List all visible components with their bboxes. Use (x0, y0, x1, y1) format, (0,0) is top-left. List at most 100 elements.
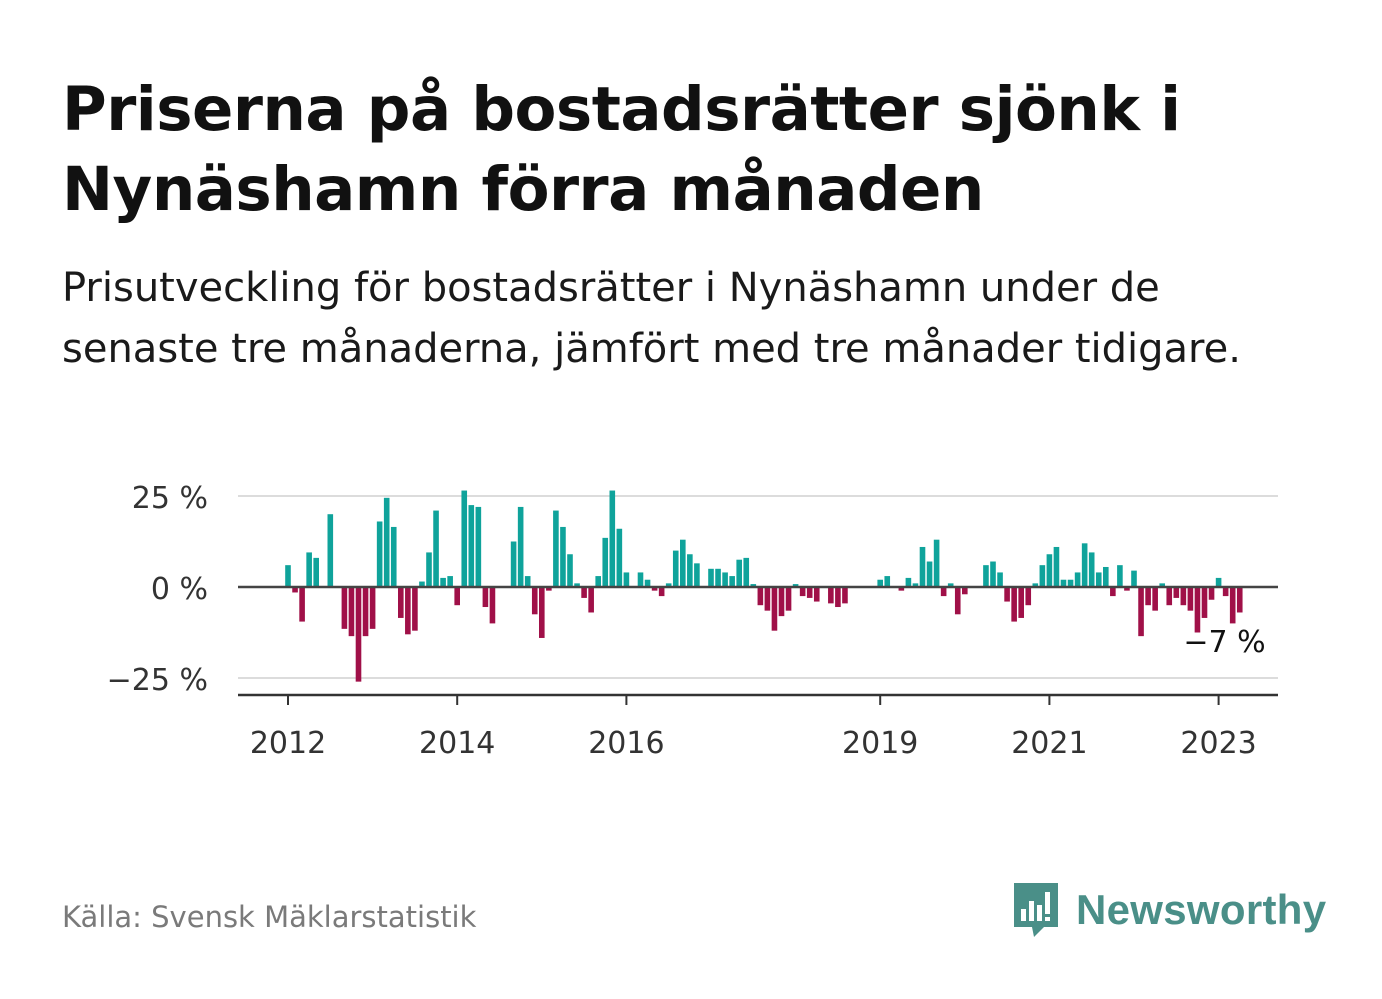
chart-subtitle: Prisutveckling för bostadsrätter i Nynäs… (62, 265, 1241, 372)
bar (595, 576, 601, 587)
bar (531, 587, 538, 615)
bar (947, 583, 954, 587)
bar (1032, 583, 1039, 587)
bar (412, 587, 418, 631)
bar (1222, 587, 1229, 597)
bar (341, 587, 348, 629)
bar (1004, 587, 1010, 602)
bar (581, 587, 587, 598)
bar (813, 587, 820, 602)
bar (1145, 587, 1151, 606)
bar (1173, 587, 1180, 598)
bar (517, 506, 524, 587)
bar (828, 587, 834, 604)
bar (348, 587, 355, 637)
bar (454, 587, 460, 606)
bar (1074, 572, 1081, 587)
bar (687, 554, 693, 587)
bar (990, 561, 996, 587)
bar (1103, 566, 1109, 587)
bar (1124, 587, 1130, 591)
bar (426, 552, 432, 587)
bar (602, 537, 609, 587)
bar (553, 510, 559, 587)
bar (750, 584, 757, 587)
source-note: Källa: Svensk Mäklarstatistik (62, 900, 477, 934)
bar (898, 587, 905, 591)
bar (1067, 579, 1074, 587)
bar (433, 510, 439, 587)
bar (771, 587, 778, 631)
bar (489, 587, 496, 624)
bar (369, 587, 376, 629)
bar (672, 550, 679, 587)
bar (729, 576, 735, 587)
bar (1039, 565, 1046, 587)
bar (792, 584, 799, 587)
bar (447, 576, 453, 587)
bar (376, 521, 383, 587)
bar (835, 587, 841, 608)
bar (884, 576, 891, 587)
bar (940, 587, 947, 597)
bar (1159, 583, 1165, 587)
bar (285, 565, 291, 587)
bar (1095, 572, 1102, 587)
bar (616, 528, 623, 587)
bar (1117, 565, 1123, 587)
bar (1081, 543, 1088, 587)
bar (637, 572, 644, 587)
bar (1131, 570, 1137, 587)
bar (806, 587, 813, 598)
bar (461, 490, 468, 587)
bar (1053, 546, 1060, 587)
bar (588, 587, 594, 613)
bar (778, 587, 785, 617)
bar (327, 514, 334, 587)
bar (954, 587, 961, 615)
bar (313, 557, 319, 587)
bar (475, 506, 482, 587)
x-tick-label: 2021 (1011, 726, 1087, 761)
bar (398, 587, 404, 618)
brand-logo: Newsworthy (1010, 878, 1326, 942)
bar (1025, 587, 1032, 606)
x-tick-label: 2019 (842, 726, 918, 761)
brand-name: Newsworthy (1076, 886, 1327, 933)
bar (757, 587, 764, 606)
bar (962, 587, 968, 595)
bar (1138, 587, 1144, 637)
x-tick-label: 2023 (1180, 726, 1256, 761)
bar (623, 572, 630, 587)
bar (567, 554, 573, 587)
bar (722, 572, 728, 587)
bar (905, 577, 912, 587)
bar (1011, 587, 1017, 622)
bar (524, 576, 531, 587)
bar (644, 579, 651, 587)
bar (842, 587, 848, 604)
bar (468, 505, 475, 587)
bar (1187, 587, 1194, 611)
bar (933, 539, 940, 587)
bar (1152, 587, 1158, 611)
bar (440, 577, 446, 587)
bar (1229, 587, 1236, 624)
y-tick-label: 25 % (132, 481, 208, 516)
bar (997, 572, 1003, 587)
bar (708, 568, 714, 587)
bar (1180, 587, 1187, 606)
bar (306, 552, 312, 587)
bar (546, 587, 552, 591)
bar (510, 541, 517, 587)
bar (1236, 587, 1243, 613)
bar (665, 583, 672, 587)
bar (926, 561, 933, 587)
y-tick-label: 0 % (151, 572, 208, 607)
bar (764, 587, 771, 611)
x-tick-label: 2012 (250, 726, 326, 761)
bar (609, 490, 616, 587)
bar (1208, 587, 1215, 600)
bar (912, 583, 919, 587)
bar (919, 546, 926, 587)
